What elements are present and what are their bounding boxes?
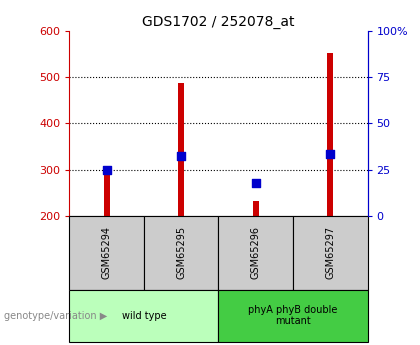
- Point: [103, 167, 110, 172]
- Bar: [293, 216, 368, 290]
- Point: [178, 153, 184, 159]
- Point: [327, 151, 333, 157]
- Bar: [144, 216, 218, 290]
- Title: GDS1702 / 252078_at: GDS1702 / 252078_at: [142, 14, 295, 29]
- Text: phyA phyB double
mutant: phyA phyB double mutant: [248, 305, 338, 326]
- Text: GSM65295: GSM65295: [176, 226, 186, 279]
- Text: GSM65296: GSM65296: [251, 226, 261, 279]
- Bar: [218, 290, 368, 342]
- Bar: [253, 201, 259, 216]
- Text: GSM65297: GSM65297: [325, 226, 335, 279]
- Bar: [104, 167, 110, 216]
- Text: genotype/variation ▶: genotype/variation ▶: [4, 311, 108, 321]
- Bar: [69, 290, 218, 342]
- Bar: [69, 216, 144, 290]
- Text: wild type: wild type: [121, 311, 166, 321]
- Bar: [327, 53, 333, 216]
- Bar: [218, 216, 293, 290]
- Text: GSM65294: GSM65294: [102, 226, 112, 279]
- Point: [252, 180, 259, 185]
- Bar: [178, 83, 184, 216]
